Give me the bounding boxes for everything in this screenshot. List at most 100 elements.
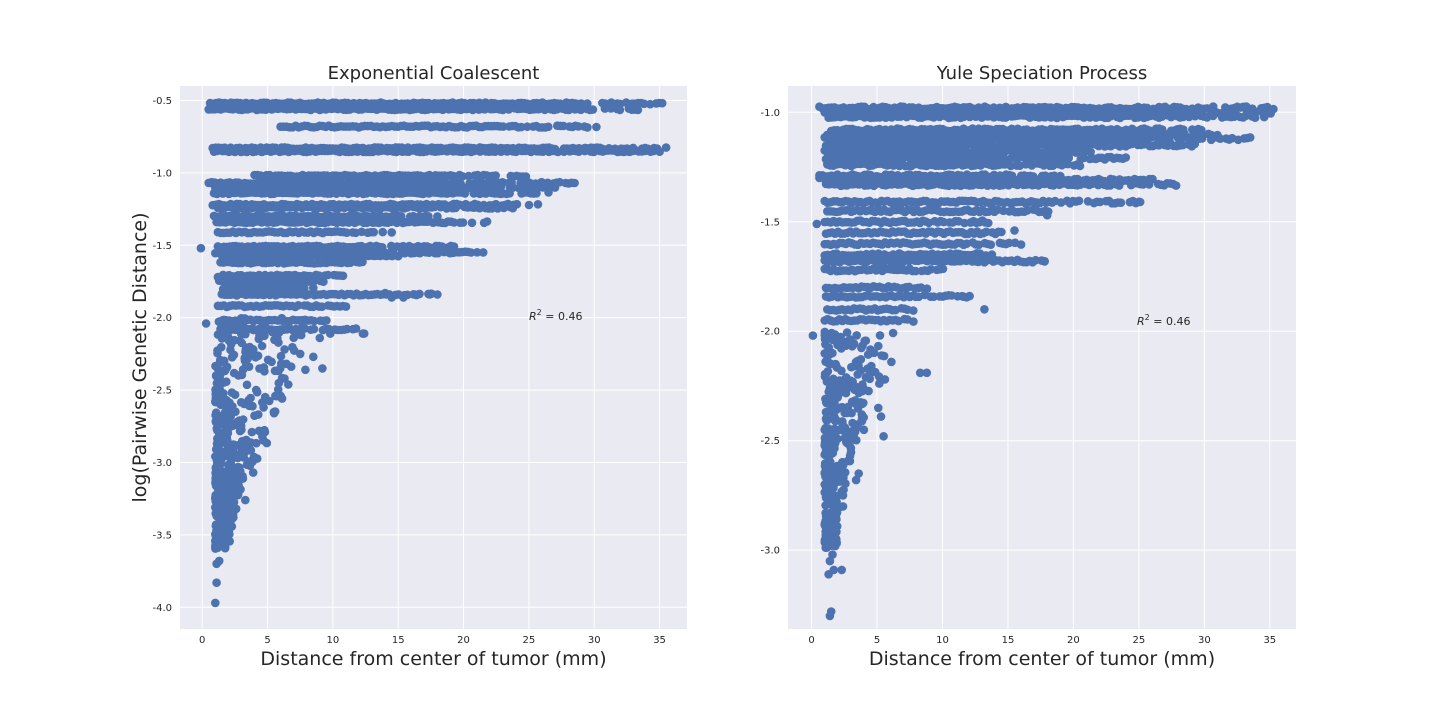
scatter-point [1245,133,1255,142]
scatter-point [288,342,297,352]
y-tick-label: -4.0 [152,603,172,614]
scatter-point [661,143,671,152]
scatter-point [387,293,397,302]
scatter-point [253,410,263,419]
scatter-point [909,306,918,315]
scatter-point [258,432,267,441]
scatter-point [828,335,838,345]
scatter-point [825,458,834,468]
scatter-point [260,319,270,328]
scatter-point [1250,113,1260,122]
scatter-point [845,437,854,446]
scatter-point [212,578,221,587]
scatter-point [458,172,467,181]
scatter-point [843,402,853,412]
scatter-point [533,200,543,209]
scatter-point [482,217,492,226]
scatter-point [240,353,249,363]
scatter-point [1042,210,1052,220]
scatter-point [532,189,541,198]
scatter-point [508,203,518,213]
scatter-point [633,105,643,115]
scatter-point [398,241,408,251]
scatter-point [820,327,830,337]
scatter-point [824,530,833,540]
scatter-point [1190,139,1200,149]
scatter-point [538,147,548,156]
scatter-point [880,375,890,384]
scatter-point [245,401,254,411]
scatter-point [274,366,283,376]
scatter-point [848,426,857,436]
scatter-point [226,345,235,355]
scatter-point [277,313,287,323]
scatter-point [295,349,305,359]
scatter-point [214,436,224,446]
scatter-point [267,357,276,367]
scatter-point [851,475,861,485]
scatter-point [217,342,226,352]
scatter-point [1135,197,1145,207]
scatter-point [221,418,230,428]
scatter-point [214,317,224,327]
scatter-point [255,331,264,340]
scatter-point [201,319,211,328]
scatter-point [505,189,514,198]
scatter-point [854,388,864,398]
scatter-point [224,324,234,334]
scatter-point [820,372,830,381]
scatter-point [430,202,439,212]
scatter-point [237,446,247,456]
scatter-point [235,423,245,433]
x-axis-title-left: Distance from center of tumor (mm) [260,648,606,670]
scatter-point [466,248,476,257]
scatter-point [224,336,234,345]
scatter-point [1040,256,1049,266]
scatter-point [496,182,506,191]
scatter-point [209,180,219,189]
scatter-point [399,293,408,302]
scatter-point [836,332,845,342]
scatter-point [822,356,831,366]
scatter-point [211,598,220,608]
scatter-point [824,348,833,358]
scatter-point [213,272,223,282]
scatter-point [1075,161,1085,171]
scatter-point [830,491,840,501]
scatter-point [824,570,833,579]
scatter-point [808,331,818,340]
scatter-point [212,526,221,536]
scatter-point [229,443,238,453]
scatter-point [309,352,318,362]
scatter-point [247,427,257,437]
scatter-point [550,183,560,192]
scatter-point [276,391,285,401]
scatter-point [241,495,250,505]
scatter-point [523,122,532,131]
scatter-point [298,315,307,325]
scatter-point [834,388,844,398]
scatter-point [257,341,267,351]
scatter-point [242,380,252,390]
scatter-point [211,408,221,418]
chart-title-left: Exponential Coalescent [328,63,540,84]
scatter-point [516,122,526,132]
scatter-point [475,203,485,213]
scatter-point [451,203,460,213]
scatter-point [965,291,974,301]
x-tick-label: 15 [392,635,405,646]
scatter-point [657,98,667,108]
scatter-point [846,335,855,344]
scatter-point [196,243,206,253]
scatter-point [824,424,833,433]
scatter-point [838,502,848,511]
scatter-point [410,290,420,299]
left-scatter-panel: 0 5 10 15 20 25 30 35-4.0-3.5-3.0-2.5-2.0-1.5-1… [129,63,687,670]
scatter-point [830,430,840,439]
scatter-point [393,251,403,261]
scatter-point [655,147,664,156]
scatter-point [825,556,835,566]
scatter-point [865,374,875,384]
y-tick-label: -2.0 [152,313,172,324]
scatter-point [570,178,579,188]
